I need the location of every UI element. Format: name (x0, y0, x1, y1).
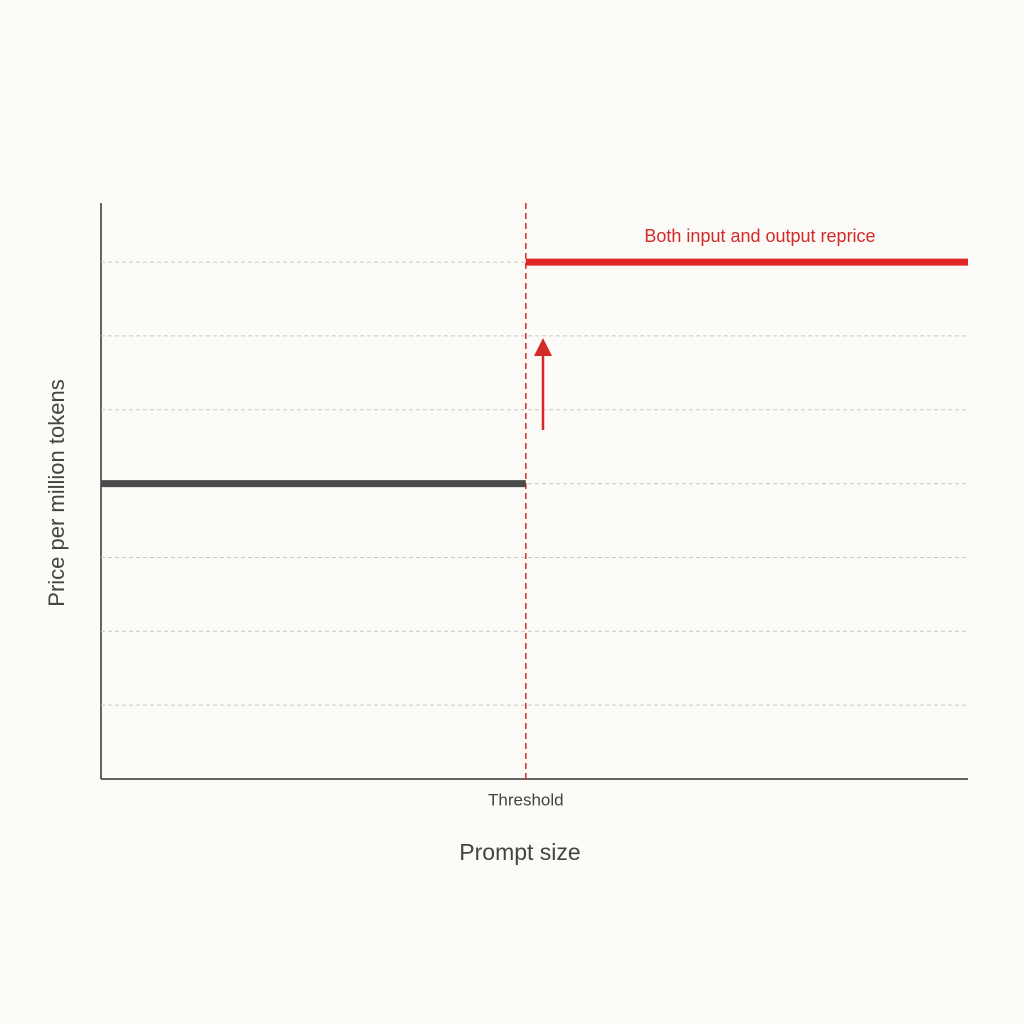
y-axis-label: Price per million tokens (44, 379, 69, 606)
annotation: Both input and output reprice (644, 226, 875, 246)
plot (101, 258, 968, 488)
x-tick-label: Threshold (488, 790, 564, 809)
arrow-head (534, 338, 552, 356)
x-axis-label: Prompt size (459, 839, 580, 865)
